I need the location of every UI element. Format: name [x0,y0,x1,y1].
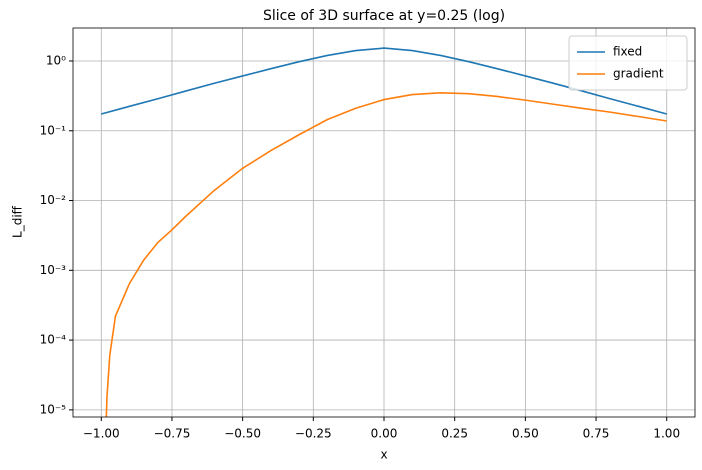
y-tick-label: 10⁻⁴ [40,333,67,347]
x-tick-label: 0.00 [371,427,398,441]
legend-box [568,35,688,91]
x-tick-label: 1.00 [653,427,680,441]
chart-title: Slice of 3D surface at y=0.25 (log) [263,8,505,24]
y-tick-label: 10⁻³ [40,263,67,277]
y-tick-label: 10⁻⁵ [40,402,67,416]
x-tick-label: −1.00 [83,427,120,441]
x-tick-label: 0.25 [441,427,468,441]
x-tick-label: −0.25 [295,427,332,441]
legend-label: fixed [613,45,642,59]
x-tick-label: 0.50 [512,427,539,441]
y-tick-label: 10⁰ [46,53,66,67]
y-tick-label: 10⁻¹ [40,123,67,137]
x-axis-label: x [380,448,387,462]
x-tick-label: 0.75 [583,427,610,441]
legend-label: gradient [613,67,664,81]
legend: fixed gradient [568,35,688,91]
y-tick-label: 10⁻² [40,193,67,207]
y-axis-label: L_diff [11,205,25,238]
x-tick-label: −0.75 [154,427,191,441]
series-line [105,91,667,417]
x-tick-label: −0.50 [224,427,261,441]
